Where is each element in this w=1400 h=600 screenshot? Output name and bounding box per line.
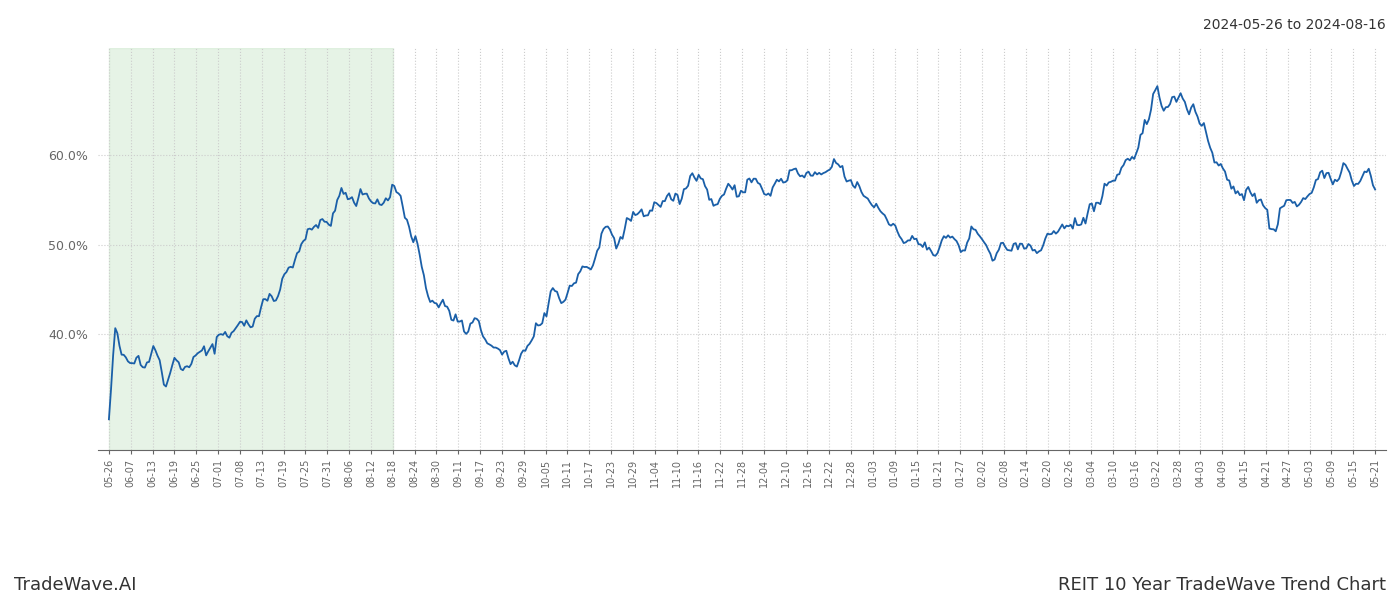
Text: REIT 10 Year TradeWave Trend Chart: REIT 10 Year TradeWave Trend Chart xyxy=(1058,576,1386,594)
Text: 2024-05-26 to 2024-08-16: 2024-05-26 to 2024-08-16 xyxy=(1203,18,1386,32)
Text: TradeWave.AI: TradeWave.AI xyxy=(14,576,137,594)
Bar xyxy=(109,48,393,450)
